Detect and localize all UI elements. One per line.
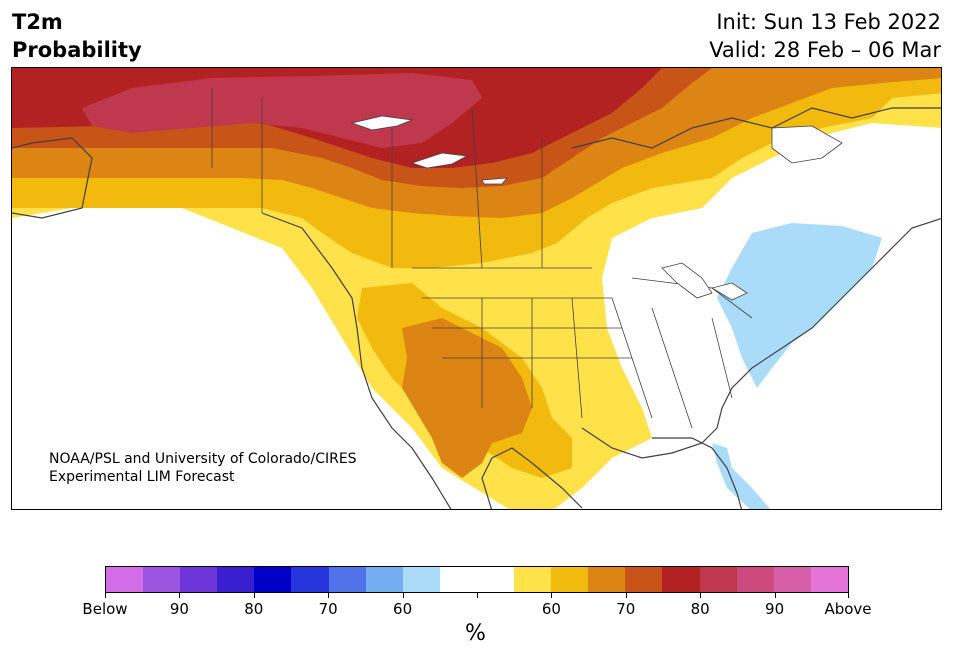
colorbar-segment <box>254 567 292 592</box>
colorbar-segment <box>810 567 848 592</box>
coastlines <box>12 107 941 509</box>
colorbar-ticks: Below 90 80 70 60 60 70 80 90 Above <box>82 593 872 623</box>
colorbar-segment <box>588 567 626 592</box>
init-date: Init: Sun 13 Feb 2022 <box>716 10 941 34</box>
colorbar-segment <box>402 567 440 592</box>
colorbar-tick-label: 90 <box>765 600 785 618</box>
colorbar-tick-label: Above <box>824 600 872 618</box>
colorbar-tick-label: 80 <box>244 600 264 618</box>
chart-title: T2m Probability <box>12 8 142 64</box>
colorbar-segment <box>625 567 663 592</box>
colorbar-segment <box>736 567 774 592</box>
colorbar-segment <box>773 567 811 592</box>
map-panel <box>11 67 942 510</box>
colorbar-segment <box>106 567 144 592</box>
colorbar-tick-label: Below <box>82 600 128 618</box>
colorbar-segment <box>439 567 477 592</box>
colorbar-tick-label: 60 <box>393 600 413 618</box>
colorbar-segment <box>291 567 329 592</box>
colorbar-tick <box>848 593 849 598</box>
title-line-1: T2m <box>12 10 63 34</box>
valid-range: Valid: 28 Feb – 06 Mar <box>709 38 941 62</box>
prob-region-cold-60-fl <box>712 443 771 509</box>
colorbar-segment <box>476 567 515 592</box>
colorbar-segment <box>699 567 737 592</box>
credit-line-1: NOAA/PSL and University of Colorado/CIRE… <box>49 451 357 467</box>
colorbar-segment <box>514 567 552 592</box>
map-credit: NOAA/PSL and University of Colorado/CIRE… <box>49 450 357 486</box>
colorbar-unit-label: % <box>465 621 486 646</box>
colorbar-tick-label: 70 <box>616 600 636 618</box>
colorbar-segment <box>143 567 181 592</box>
lakes <box>350 115 843 301</box>
colorbar-segment <box>328 567 366 592</box>
prob-region-85 <box>82 73 482 148</box>
title-line-2: Probability <box>12 38 142 62</box>
colorbar-tick-label: 70 <box>318 600 338 618</box>
credit-line-2: Experimental LIM Forecast <box>49 469 235 485</box>
colorbar-tick <box>625 593 627 598</box>
colorbar-tick <box>105 593 106 598</box>
colorbar-tick <box>477 593 478 598</box>
colorbar-segment <box>662 567 700 592</box>
colorbar-tick-label: 80 <box>690 600 710 618</box>
colorbar-tick-label: 60 <box>541 600 561 618</box>
colorbar <box>105 566 849 593</box>
colorbar-tick <box>179 593 181 598</box>
colorbar-tick <box>328 593 330 598</box>
colorbar-tick <box>402 593 404 598</box>
prob-region-cold-60 <box>717 223 882 388</box>
date-info: Init: Sun 13 Feb 2022 Valid: 28 Feb – 06… <box>709 8 941 64</box>
colorbar-segment <box>551 567 589 592</box>
colorbar-segment <box>365 567 403 592</box>
probability-map <box>12 68 941 509</box>
colorbar-segment <box>217 567 255 592</box>
colorbar-tick <box>774 593 776 598</box>
colorbar-tick <box>551 593 553 598</box>
colorbar-tick <box>700 593 702 598</box>
colorbar-segment <box>180 567 218 592</box>
colorbar-tick-label: 90 <box>169 600 189 618</box>
colorbar-tick <box>253 593 255 598</box>
